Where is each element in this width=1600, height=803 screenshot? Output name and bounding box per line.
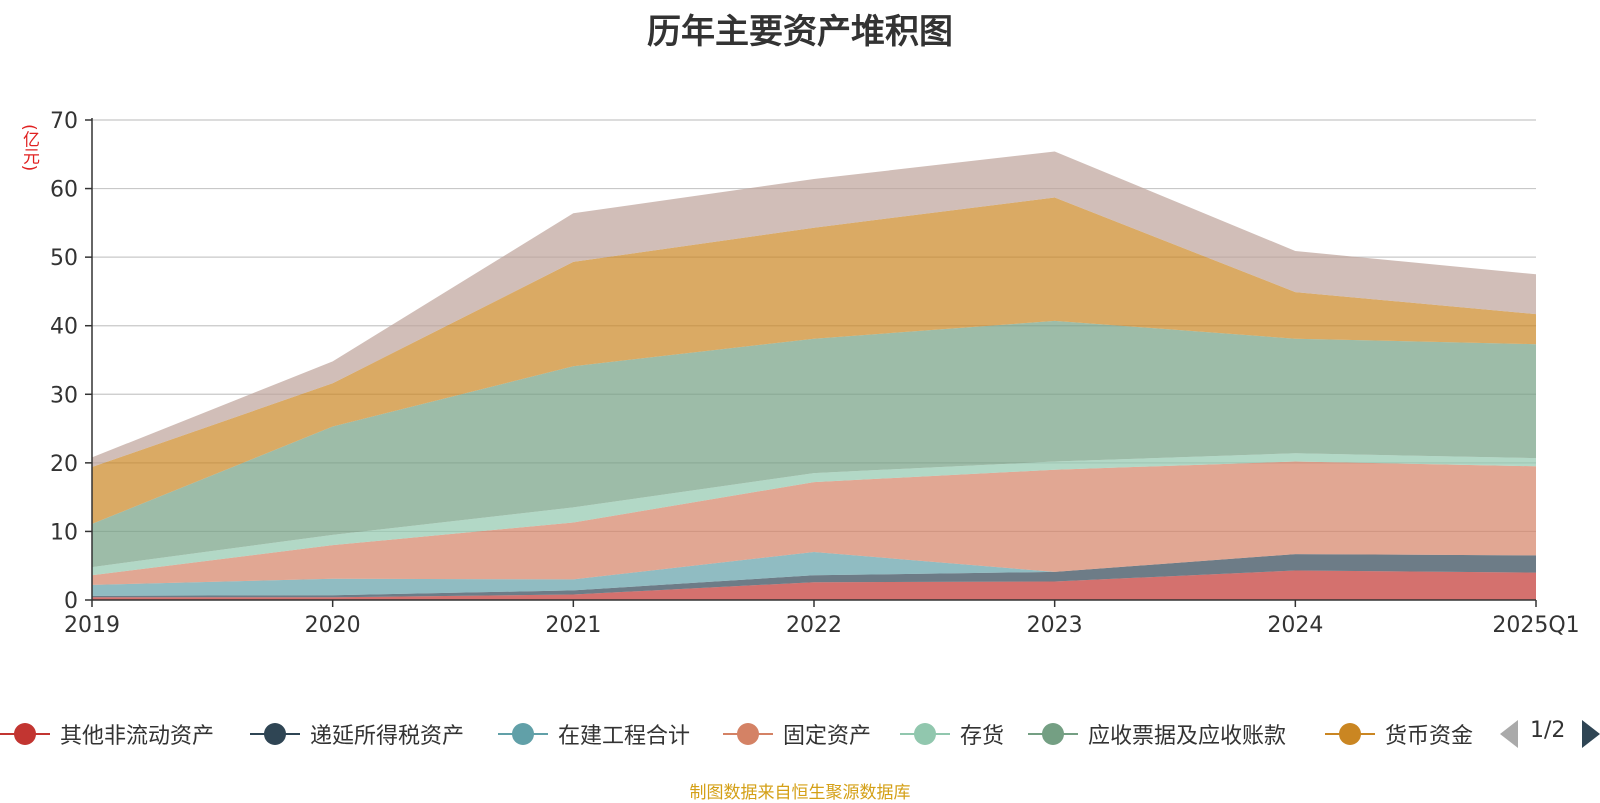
- legend-page-indicator: 1/2: [1530, 718, 1566, 743]
- area-其他: [92, 151, 1536, 467]
- legend-label: 其他非流动资产: [60, 724, 215, 749]
- legend-label: 递延所得税资产: [310, 724, 465, 749]
- x-tick-label: 2019: [64, 613, 120, 638]
- legend-item[interactable]: 递延所得税资产: [250, 716, 464, 752]
- x-tick-label: 2023: [1027, 613, 1083, 638]
- legend-marker-icon: [250, 716, 300, 752]
- legend-label: 货币资金: [1385, 724, 1474, 749]
- area-递延所得税资产: [92, 554, 1536, 598]
- legend-item[interactable]: 货币资金: [1325, 716, 1473, 752]
- y-tick-label: 10: [50, 520, 78, 545]
- area-存货: [92, 453, 1536, 576]
- y-tick-label: 60: [50, 178, 78, 203]
- chart-title: 历年主要资产堆积图: [647, 12, 953, 52]
- legend-pager: 1/2: [1500, 716, 1600, 752]
- x-tick-label: 2024: [1267, 613, 1323, 638]
- legend-marker-icon: [1028, 716, 1078, 752]
- legend-item[interactable]: 固定资产: [723, 716, 871, 752]
- area-货币资金: [92, 197, 1536, 524]
- y-tick-label: 30: [50, 383, 78, 408]
- y-tick-label: 20: [50, 452, 78, 477]
- area-其他非流动资产: [92, 570, 1536, 600]
- legend-label: 固定资产: [783, 724, 872, 749]
- x-tick-label: 2022: [786, 613, 842, 638]
- legend-marker-icon: [900, 716, 950, 752]
- x-tick-label: 2020: [305, 613, 361, 638]
- source-note: 制图数据来自恒生聚源数据库: [689, 783, 911, 803]
- legend: 其他非流动资产 递延所得税资产 在建工程合计 固定资产 存货 应收票据及应收账款 货币资金 …: [0, 716, 1600, 752]
- legend-item[interactable]: 其他非流动资产: [0, 716, 214, 752]
- legend-item[interactable]: 存货: [900, 716, 1004, 752]
- legend-next-page-icon[interactable]: [1582, 720, 1600, 748]
- legend-item[interactable]: 在建工程合计: [498, 716, 690, 752]
- y-tick-label: 40: [50, 315, 78, 340]
- y-tick-label: 70: [50, 109, 78, 134]
- legend-label: 应收票据及应收账款: [1088, 724, 1287, 749]
- area-固定资产: [92, 461, 1536, 585]
- legend-label: 在建工程合计: [558, 724, 691, 749]
- y-tick-label: 0: [64, 589, 78, 614]
- legend-label: 存货: [960, 724, 1005, 749]
- legend-marker-icon: [1325, 716, 1375, 752]
- legend-marker-icon: [0, 716, 50, 752]
- legend-marker-icon: [723, 716, 773, 752]
- axes: 0 10 20 30 40 50 60 70 2019 2020 2021 2022 2023 2024 2…: [50, 109, 1580, 638]
- area-应收票据及应收账款: [92, 320, 1536, 568]
- x-tick-label: 2021: [545, 613, 601, 638]
- y-tick-label: 50: [50, 246, 78, 271]
- legend-prev-page-icon[interactable]: [1500, 720, 1518, 748]
- legend-item[interactable]: 应收票据及应收账款: [1028, 716, 1286, 752]
- area-在建工程合计: [92, 552, 1536, 596]
- legend-marker-icon: [498, 716, 548, 752]
- stacked-area-chart: 0 10 20 30 40 50 60 70 2019 2020 2021 2022 2023 2024 2…: [50, 109, 1580, 638]
- x-tick-label: 2025Q1: [1492, 613, 1579, 638]
- area-series: [92, 151, 1536, 600]
- y-axis-unit-label: (亿元): [19, 124, 39, 172]
